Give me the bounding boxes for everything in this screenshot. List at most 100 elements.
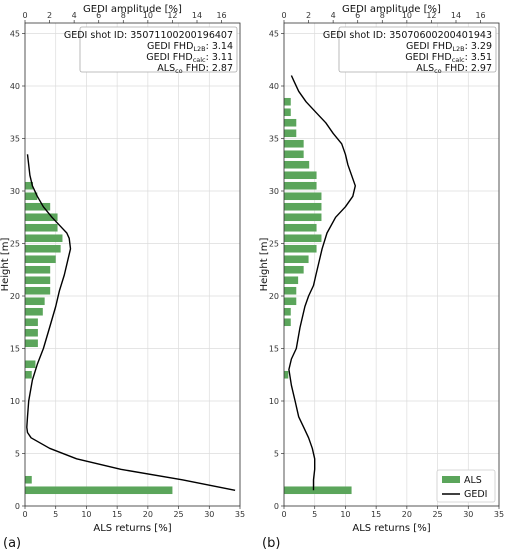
top-tick-label: 6 [355, 11, 360, 20]
als-bar [284, 486, 352, 495]
bottom-tick-label: 0 [281, 510, 286, 519]
y-tick-label: 15 [269, 345, 279, 354]
legend-als-swatch [442, 476, 460, 483]
bottom-tick-label: 5 [53, 510, 58, 519]
y-tick-label: 35 [269, 135, 279, 144]
als-bar [284, 181, 317, 190]
bottom-tick-label: 10 [81, 510, 91, 519]
top-axis-label: GEDI amplitude [%] [342, 4, 441, 15]
y-tick-label: 5 [274, 450, 279, 459]
info-box [79, 26, 238, 73]
als-bar [25, 276, 51, 285]
y-tick-label: 30 [269, 187, 279, 196]
als-bar [284, 108, 291, 117]
als-bar [25, 328, 38, 337]
top-tick-label: 6 [96, 11, 101, 20]
als-bar [284, 192, 322, 201]
panel-a: 0 5 10 15 20 25 30 35 0 2 4 6 8 10 12 14 16 0 5 10 15 20 25 30 3… [0, 4, 245, 550]
als-bar [25, 181, 33, 190]
y-tick-label: 0 [274, 502, 279, 511]
top-tick-label: 8 [380, 11, 385, 20]
als-bar [25, 265, 51, 274]
als-bar [25, 360, 36, 369]
y-tick-label: 45 [10, 30, 20, 39]
als-bar [284, 139, 304, 148]
als-bar [284, 255, 309, 264]
top-tick-label: 0 [281, 11, 286, 20]
als-fhd-text: ALSco FHD: 2.87 [157, 63, 233, 75]
als-bar [25, 475, 32, 484]
fhd-l2b-text: GEDI FHDL2B: 3.14 [147, 41, 233, 53]
top-tick-label: 12 [426, 11, 436, 20]
bottom-tick-label: 35 [494, 510, 504, 519]
plot-frame [24, 22, 241, 507]
als-bar [25, 486, 173, 495]
bottom-tick-label: 20 [143, 510, 153, 519]
fhd-l2b-text: GEDI FHDL2B: 3.29 [406, 41, 492, 53]
top-tick-label: 2 [306, 11, 311, 20]
top-tick-label: 10 [143, 11, 153, 20]
bottom-axis-label: ALS returns [%] [93, 523, 171, 534]
als-bar [25, 213, 58, 222]
als-bar [25, 192, 38, 201]
als-bar [25, 370, 32, 379]
y-tick-label: 5 [15, 450, 20, 459]
panel-label: (a) [3, 536, 21, 550]
info-box [338, 26, 497, 73]
top-tick-label: 8 [121, 11, 126, 20]
fhd-calc-text: GEDI FHDcalc: 3.51 [405, 52, 492, 64]
als-bar [284, 307, 291, 316]
y-axis-label: Height [m] [0, 238, 11, 292]
als-bar [284, 318, 291, 327]
bottom-tick-label: 25 [432, 510, 442, 519]
top-tick-label: 2 [47, 11, 52, 20]
als-bar [284, 265, 304, 274]
bottom-tick-label: 35 [235, 510, 245, 519]
panel-label: (b) [262, 536, 280, 550]
als-bar [284, 213, 322, 222]
als-bar [284, 223, 317, 232]
panel-b: 0 5 10 15 20 25 30 35 0 2 4 6 8 10 12 14 16 0 5 10 15 20 25 30 3… [259, 4, 504, 550]
als-bar [284, 118, 297, 127]
als-bar [284, 171, 317, 180]
plot-frame [283, 22, 500, 507]
als-bar [25, 318, 38, 327]
als-bar [25, 202, 51, 211]
als-bar [25, 223, 58, 232]
bottom-tick-label: 15 [112, 510, 122, 519]
fhd-calc-text: GEDI FHDcalc: 3.11 [146, 52, 233, 64]
bottom-tick-label: 30 [204, 510, 214, 519]
y-tick-label: 10 [10, 397, 20, 406]
top-tick-label: 14 [192, 11, 202, 20]
als-bar [25, 244, 61, 253]
als-bar [25, 307, 43, 316]
top-axis-label: GEDI amplitude [%] [83, 4, 182, 15]
als-bar [284, 150, 304, 159]
top-tick-label: 4 [72, 11, 77, 20]
als-bar [284, 297, 297, 306]
als-bar [284, 276, 299, 285]
als-bar [284, 97, 291, 106]
als-bar [25, 297, 45, 306]
y-tick-label: 30 [10, 187, 20, 196]
top-tick-label: 12 [167, 11, 177, 20]
als-bar [25, 286, 51, 295]
bottom-tick-label: 25 [173, 510, 183, 519]
als-bar [284, 202, 322, 211]
als-bar [284, 244, 317, 253]
bottom-tick-label: 0 [22, 510, 27, 519]
y-tick-label: 40 [269, 82, 279, 91]
top-tick-label: 4 [331, 11, 336, 20]
y-tick-label: 10 [269, 397, 279, 406]
legend-als-label: ALS [464, 475, 482, 486]
als-bar [25, 255, 56, 264]
y-tick-label: 45 [269, 30, 279, 39]
bottom-axis-label: ALS returns [%] [352, 523, 430, 534]
als-bar [25, 234, 63, 243]
bottom-tick-label: 5 [312, 510, 317, 519]
bottom-tick-label: 15 [371, 510, 381, 519]
y-tick-label: 40 [10, 82, 20, 91]
als-bar [284, 160, 310, 169]
y-tick-label: 0 [15, 502, 20, 511]
